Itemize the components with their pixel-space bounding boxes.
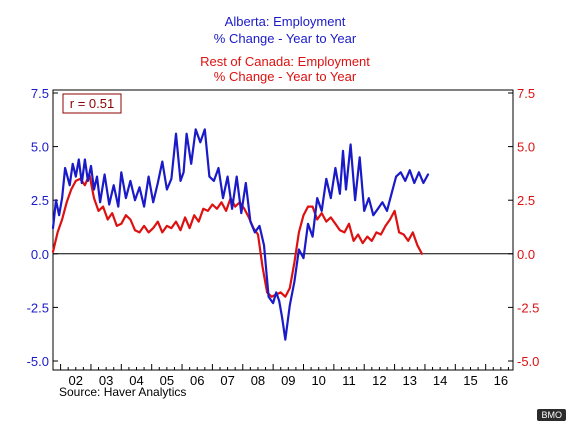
right-tick-label: 0.0 (517, 247, 535, 262)
right-tick-label: 7.5 (517, 86, 535, 101)
x-tick-label: 07 (220, 373, 234, 388)
left-axis: -5.0 -2.5 0.0 2.5 5.0 7.5 (27, 86, 58, 369)
annotation-label: r = 0.51 (70, 96, 114, 111)
left-tick-label: 5.0 (31, 140, 49, 155)
x-tick-label: 15 (463, 373, 477, 388)
title-line: Alberta: Employment (225, 14, 346, 29)
x-tick-label: 02 (69, 373, 83, 388)
left-tick-label: 7.5 (31, 86, 49, 101)
x-tick-label: 09 (281, 373, 295, 388)
right-tick-label: 5.0 (517, 140, 535, 155)
x-tick-label: 12 (372, 373, 386, 388)
title-line: % Change - Year to Year (214, 69, 357, 84)
source-note: Source: Haver Analytics (59, 385, 186, 399)
x-axis: 02 03 04 05 06 07 08 09 10 11 12 13 14 15 16 (60, 364, 509, 388)
plot-frame (52, 89, 514, 371)
title-line: Rest of Canada: Employment (200, 54, 370, 69)
x-tick-label: 11 (342, 373, 356, 388)
annotation-box (62, 93, 122, 114)
series-layer (51, 128, 430, 341)
correlation-annotation: r = 0.51 (62, 93, 122, 114)
x-tick-label: 05 (160, 373, 174, 388)
x-tick-label: 16 (494, 373, 508, 388)
rest-of-canada-series-line (51, 173, 423, 298)
x-tick-label: 10 (311, 373, 325, 388)
left-tick-label: 2.5 (31, 193, 49, 208)
chart-title-block: Alberta: Employment % Change - Year to Ye… (200, 14, 370, 84)
x-tick-label: 06 (190, 373, 204, 388)
right-tick-label: -2.5 (517, 300, 539, 315)
left-tick-label: 0.0 (31, 247, 49, 262)
left-tick-label: -5.0 (27, 354, 49, 369)
x-tick-label: 14 (433, 373, 447, 388)
right-tick-label: -5.0 (517, 354, 539, 369)
x-tick-label: 08 (251, 373, 265, 388)
x-tick-label: 03 (99, 373, 113, 388)
title-line: % Change - Year to Year (214, 31, 357, 46)
x-tick-label: 04 (129, 373, 143, 388)
x-tick-label: 13 (403, 373, 417, 388)
alberta-series-line (51, 128, 430, 341)
right-tick-label: 2.5 (517, 193, 535, 208)
left-tick-label: -2.5 (27, 300, 49, 315)
watermark-badge: BMO (537, 409, 566, 421)
